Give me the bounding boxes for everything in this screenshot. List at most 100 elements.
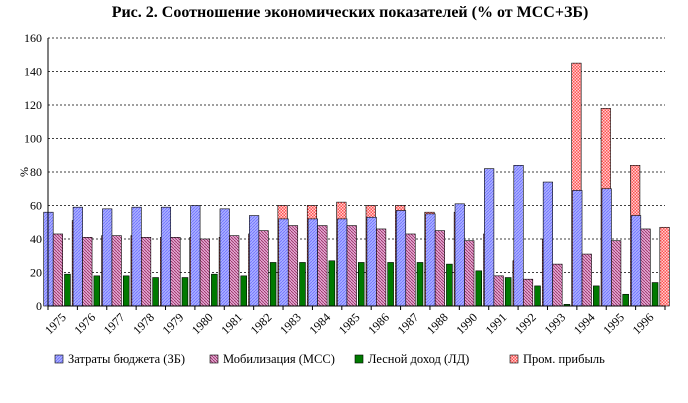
bar-1-1986 (366, 216, 377, 307)
bar-3-1988 (446, 263, 453, 307)
bar-2-1976 (82, 237, 93, 307)
bar-1-1982 (249, 215, 260, 307)
bar-2-1995 (611, 240, 622, 307)
x-tick-label: 1979 (159, 310, 186, 337)
x-tick-label: 1981 (218, 310, 245, 337)
x-tick-label: 1993 (541, 310, 568, 337)
bar-2-1996 (640, 228, 651, 307)
bar-1-1979 (160, 206, 172, 307)
bar-2-1988 (434, 230, 445, 307)
bar-1-1994 (572, 190, 583, 307)
bar-2-1982 (258, 230, 269, 307)
bar-3-1982 (269, 262, 277, 307)
y-tick-label: 0 (36, 299, 42, 313)
bar-1-1995 (601, 188, 612, 307)
bar-3-1978 (152, 277, 159, 307)
bar-2-1975 (52, 233, 63, 307)
x-tick-label: 1990 (453, 310, 480, 337)
bar-3-1996 (651, 282, 659, 307)
x-tick-label: 1987 (395, 310, 422, 337)
axes (47, 38, 666, 310)
bar-3-1987 (416, 262, 424, 307)
bar-1-1985 (337, 218, 348, 307)
bar-1-1978 (131, 206, 142, 307)
x-tick-label: 1980 (189, 310, 216, 337)
bar-3-1995 (622, 293, 629, 307)
y-tick-label: 120 (24, 98, 42, 112)
bar-3-1991 (504, 277, 512, 307)
bar-2-1986 (376, 228, 387, 307)
bar-1-1981 (219, 208, 230, 307)
legend-label-3: Лесной доход (ЛД) (368, 352, 469, 366)
x-tick-label: 1978 (130, 310, 157, 337)
x-ticks: 1975 1976 1977 1978 1979 1980 1981 1982 1983 1984… (42, 310, 656, 337)
x-tick-label: 1984 (306, 310, 333, 337)
bar-2-1993 (552, 263, 563, 307)
bar-3-1986 (387, 262, 394, 307)
bars (43, 62, 670, 307)
legend-swatch-3 (354, 354, 364, 364)
bar-1-1983 (278, 218, 289, 307)
x-tick-label: 1995 (600, 310, 627, 337)
bar-1-1987 (395, 210, 407, 307)
bar-1-1996 (631, 215, 642, 307)
bar-3-1979 (181, 277, 189, 307)
legend-label-4: Пром. прибыль (523, 352, 605, 366)
bar-3-1994 (593, 285, 600, 307)
x-tick-label: 1988 (424, 310, 451, 337)
bar-1-1993 (542, 181, 553, 307)
x-tick-label: 1983 (277, 310, 304, 337)
bar-1-1988 (425, 213, 436, 307)
y-tick-label: 20 (30, 266, 42, 280)
bar-3-1984 (328, 260, 336, 307)
y-tick-label: 40 (30, 232, 42, 246)
bar-3-1975 (64, 273, 71, 307)
bar-2-1984 (317, 225, 328, 307)
bar-3-1976 (93, 275, 101, 307)
bar-1-1991 (484, 168, 495, 307)
bar-2-1991 (493, 275, 504, 307)
legend-swatch-4 (509, 354, 519, 364)
y-tick-label: 160 (24, 31, 42, 45)
bar-2-1987 (405, 233, 416, 307)
chart-title: Рис. 2. Соотношение экономических показа… (112, 4, 589, 21)
bar-2-1977 (111, 235, 122, 307)
bar-1-1976 (72, 206, 83, 307)
bar-2-1985 (346, 225, 357, 307)
bar-3-1992 (534, 285, 541, 307)
legend-label-2: Мобилизация (МСС) (223, 352, 335, 366)
y-tick-label: 60 (30, 199, 42, 213)
bar-2-1990 (464, 240, 475, 307)
bar-2-1983 (287, 225, 299, 307)
y-tick-label: 80 (30, 165, 42, 179)
legend-swatch-2 (209, 354, 219, 364)
bar-3-1981 (240, 275, 247, 307)
bar-2-1978 (141, 237, 152, 307)
bar-1-1992 (513, 165, 524, 307)
x-tick-label: 1985 (336, 310, 363, 337)
x-tick-label: 1976 (71, 310, 98, 337)
bar-1-1977 (102, 208, 113, 307)
legend-swatch-1 (54, 354, 64, 364)
bar-2-1992 (522, 278, 534, 307)
x-tick-label: 1996 (630, 310, 657, 337)
x-tick-label: 1991 (483, 310, 510, 337)
bar-2-1994 (581, 253, 592, 307)
x-tick-label: 1982 (248, 310, 275, 337)
bar-3-1983 (299, 262, 306, 307)
bar-3-1990 (475, 270, 483, 307)
bar-1-1990 (454, 203, 465, 307)
x-tick-label: 1994 (571, 310, 598, 337)
legend-label-1: Затраты бюджета (ЗБ) (68, 352, 185, 366)
x-tick-label: 1975 (42, 310, 69, 337)
y-tick-label: 140 (24, 65, 42, 79)
y-axis-label: % (17, 167, 31, 177)
x-tick-label: 1986 (365, 310, 392, 337)
bar-2-1979 (170, 237, 181, 307)
y-ticks: 0 20 40 60 80 100 120 140 160 (24, 31, 42, 313)
y-tick-label: 100 (24, 132, 42, 146)
bar-3-1977 (122, 275, 130, 307)
legend: Затраты бюджета (ЗБ) Мобилизация (МСС) Лес… (54, 352, 605, 366)
bar-2-1981 (229, 235, 240, 307)
